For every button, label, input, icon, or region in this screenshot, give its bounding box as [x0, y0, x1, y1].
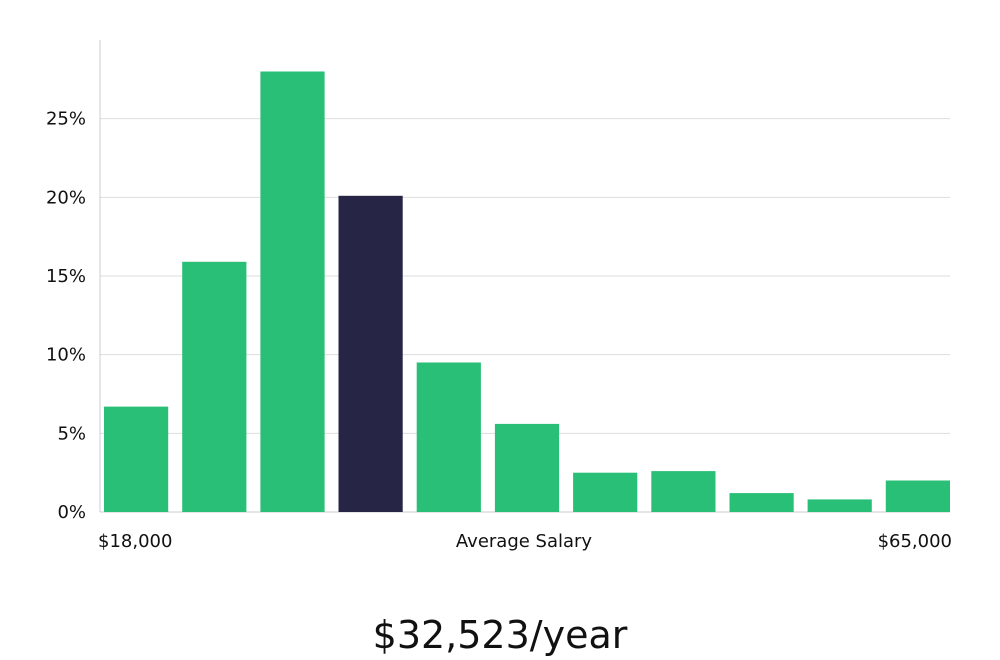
- y-axis-tick-labels: 0% 5% 10% 15% 20% 25%: [46, 109, 86, 523]
- x-axis-min-label: $18,000: [98, 531, 172, 552]
- bar: [729, 493, 794, 512]
- y-tick-label: 0%: [57, 502, 86, 523]
- bar: [807, 499, 872, 512]
- bar: [416, 362, 481, 512]
- bar: [260, 71, 325, 512]
- y-tick-label: 15%: [46, 266, 86, 287]
- bar: [494, 423, 560, 512]
- y-tick-label: 5%: [57, 423, 86, 444]
- average-salary-value: $32,523/year: [373, 613, 628, 657]
- bar: [573, 472, 638, 512]
- x-axis-title: Average Salary: [456, 531, 593, 552]
- bar: [651, 471, 716, 512]
- y-tick-label: 25%: [46, 109, 86, 130]
- bar: [104, 406, 169, 512]
- x-axis-max-label: $65,000: [878, 531, 952, 552]
- y-tick-label: 20%: [46, 187, 86, 208]
- bar-highlighted: [338, 195, 403, 513]
- bar: [182, 261, 247, 512]
- bars: [104, 71, 950, 513]
- y-tick-label: 10%: [46, 345, 86, 366]
- bar: [885, 480, 950, 512]
